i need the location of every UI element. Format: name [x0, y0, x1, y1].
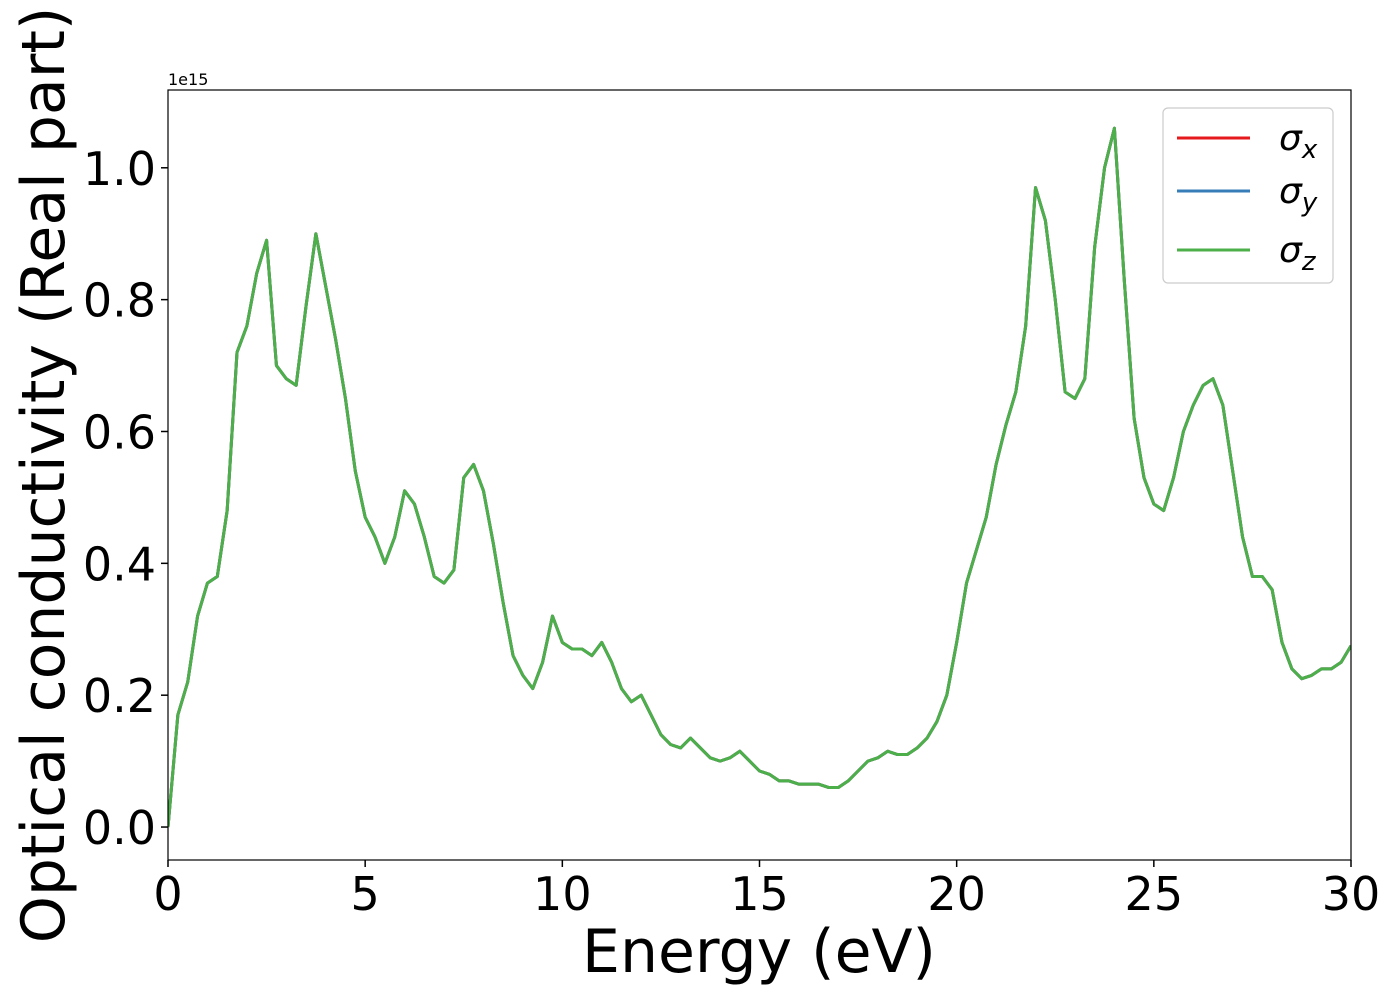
y-axis-label: Optical conductivity (Real part) — [9, 7, 79, 944]
y-tick-label: 0.6 — [83, 405, 156, 459]
x-tick-label: 5 — [351, 867, 380, 921]
x-axis-label: Energy (eV) — [582, 917, 936, 987]
y-tick-label: 0.4 — [83, 537, 156, 591]
y-tick-label: 0.0 — [83, 801, 156, 855]
plot-frame — [167, 89, 1352, 861]
legend-label: σz — [1279, 230, 1317, 277]
data-line — [168, 126, 1351, 828]
y-tick-label: 0.8 — [83, 274, 156, 328]
x-tick-label: 10 — [533, 867, 592, 921]
y-tick-label: 0.2 — [83, 669, 156, 723]
legend-box — [1162, 107, 1334, 284]
x-tick-label: 15 — [730, 867, 789, 921]
y-offset-label: 1e15 — [168, 70, 208, 89]
x-tick-label: 0 — [153, 867, 182, 921]
x-tick-label: 20 — [927, 867, 986, 921]
legend-label: σy — [1279, 171, 1318, 218]
y-tick-label: 1.0 — [83, 142, 156, 196]
x-tick-label: 25 — [1125, 867, 1184, 921]
legend-label: σx — [1279, 118, 1318, 165]
x-tick-label: 30 — [1322, 867, 1381, 921]
